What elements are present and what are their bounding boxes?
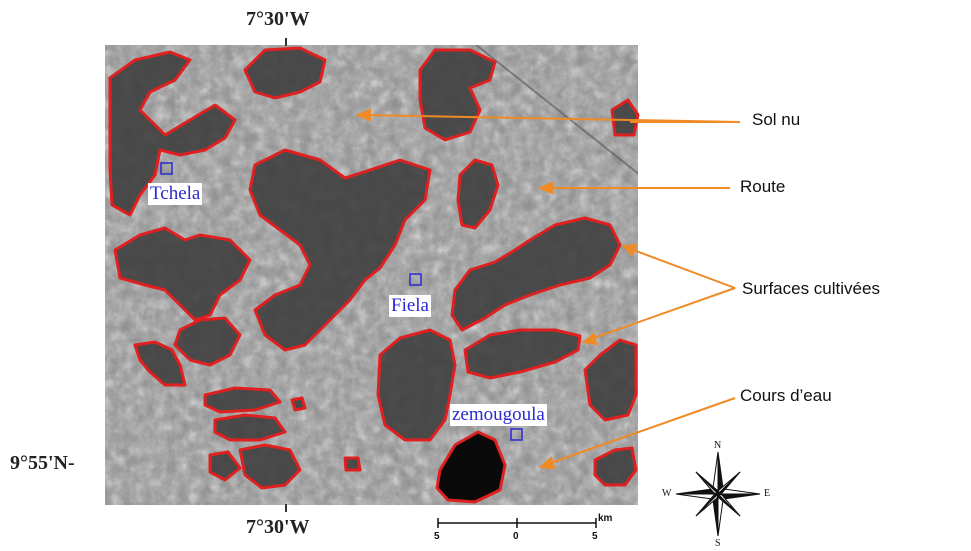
zone-east-large bbox=[450, 216, 622, 332]
compass-east-label: E bbox=[764, 488, 771, 499]
scale-bar bbox=[437, 518, 597, 528]
scale-label-center: 0 bbox=[513, 531, 519, 542]
cultivated-areas bbox=[108, 46, 640, 490]
fiela-marker bbox=[409, 273, 422, 286]
zone-west-mid bbox=[113, 226, 252, 322]
zone-tiny-a bbox=[290, 396, 307, 412]
zone-south-strip-c bbox=[238, 443, 302, 490]
water-body bbox=[435, 430, 507, 504]
compass-west-label: W bbox=[662, 488, 672, 499]
zone-southwest-b bbox=[133, 340, 187, 387]
compass-rose bbox=[675, 451, 761, 537]
zemougoula-marker bbox=[510, 428, 523, 441]
place-label-zemougoula: zemougoula bbox=[450, 404, 547, 426]
scale-label-left: 5 bbox=[434, 531, 440, 542]
zone-north-center bbox=[243, 46, 327, 100]
zone-east-small bbox=[456, 158, 500, 230]
legend-route: Route bbox=[740, 177, 786, 196]
scale-unit: km bbox=[598, 513, 613, 524]
compass-north-label: N bbox=[714, 440, 722, 451]
compass-south-label: S bbox=[715, 538, 721, 549]
place-label-fiela: Fiela bbox=[389, 295, 431, 317]
legend-sol-nu: Sol nu bbox=[752, 110, 801, 129]
legend-arrows bbox=[355, 108, 741, 470]
zone-east-mid bbox=[463, 328, 582, 380]
zone-northwest bbox=[108, 50, 237, 217]
zone-southeast-corner bbox=[593, 446, 638, 487]
zone-east-edge bbox=[610, 98, 640, 137]
zone-southwest-a bbox=[173, 316, 242, 367]
zone-south-strip-b bbox=[213, 413, 287, 442]
arrow-cours-eau bbox=[544, 397, 736, 466]
zone-south-strip-a bbox=[203, 386, 282, 414]
arrow-surfaces-2 bbox=[587, 287, 736, 341]
tchela-marker bbox=[160, 162, 173, 175]
arrow-sol-nu bbox=[361, 114, 741, 123]
zone-south-small bbox=[208, 450, 242, 482]
legend-cours-eau: Cours d’eau bbox=[740, 386, 832, 405]
place-label-tchela: Tchela bbox=[148, 183, 203, 205]
scale-label-right: 5 bbox=[592, 531, 598, 542]
zone-center-south bbox=[376, 328, 457, 442]
latitude-label: 9°55'N- bbox=[10, 452, 75, 474]
longitude-label-top: 7°30'W bbox=[246, 8, 310, 30]
zone-east-edge-mid bbox=[583, 338, 638, 422]
zone-fiela-west bbox=[248, 148, 432, 352]
legend-surfaces-cultivees: Surfaces cultivées bbox=[742, 279, 880, 298]
arrow-surfaces-1 bbox=[627, 247, 736, 289]
longitude-label-bottom: 7°30'W bbox=[246, 516, 310, 538]
zone-tiny-b bbox=[343, 456, 362, 472]
